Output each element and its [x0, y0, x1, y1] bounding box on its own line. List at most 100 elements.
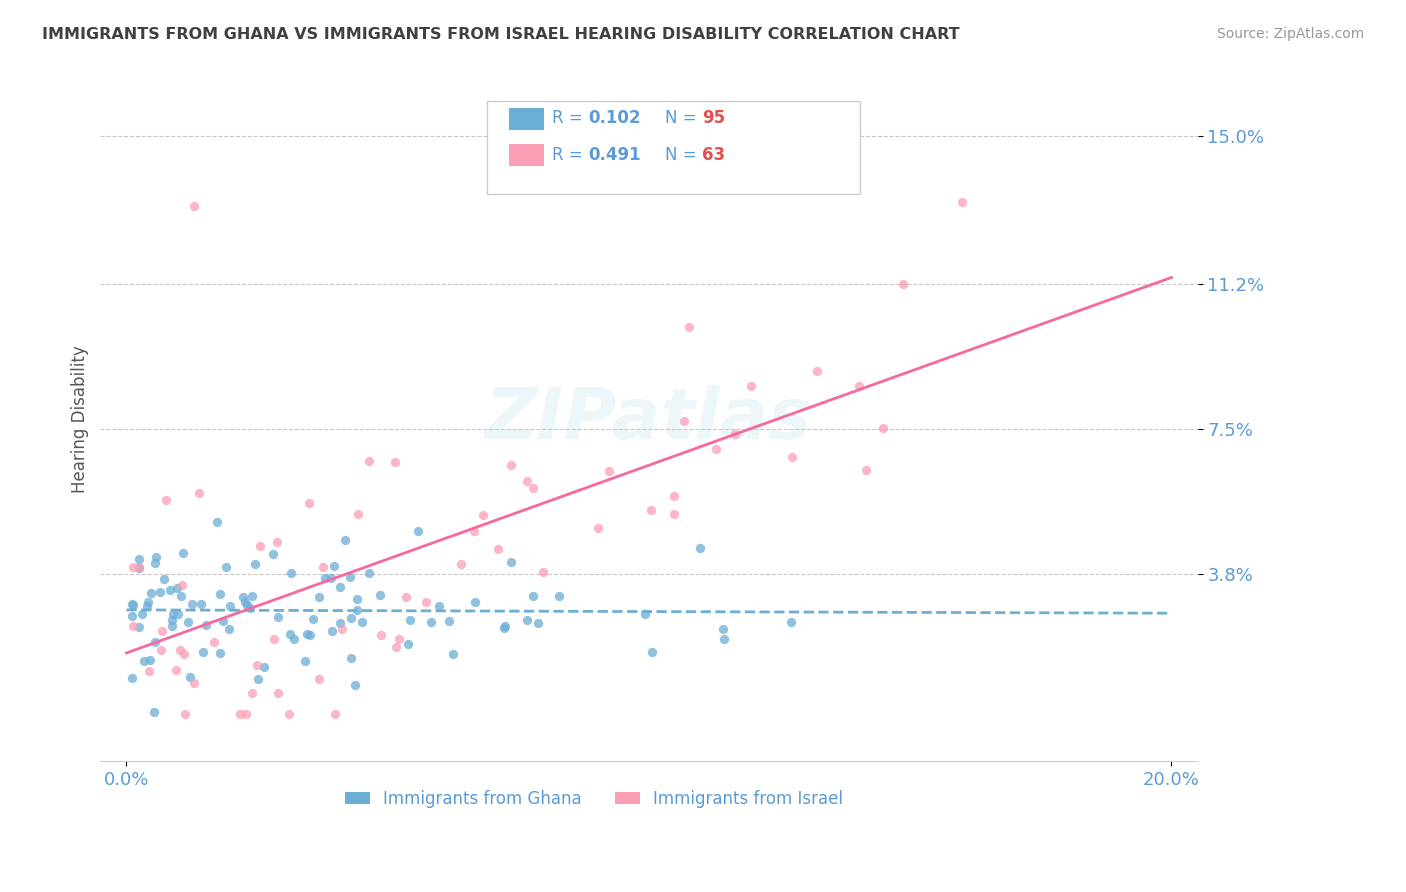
Point — [437, 614, 460, 628]
Point — [516, 474, 538, 488]
Point — [183, 676, 205, 690]
Point — [283, 632, 305, 647]
Point — [267, 686, 290, 700]
Point — [136, 595, 159, 609]
Point — [298, 628, 321, 642]
Point — [780, 615, 803, 630]
Point — [494, 619, 516, 633]
Point — [385, 640, 408, 654]
Point — [128, 559, 150, 574]
Point — [143, 556, 166, 570]
Point — [806, 364, 828, 378]
Point — [209, 646, 232, 660]
Point — [848, 378, 870, 392]
Point — [522, 481, 544, 495]
Point — [359, 566, 381, 581]
Point — [211, 614, 233, 628]
Point — [176, 615, 198, 629]
Point — [172, 546, 194, 560]
Point — [678, 319, 700, 334]
Point — [672, 414, 695, 428]
Point — [399, 613, 422, 627]
Point — [179, 669, 201, 683]
Point — [388, 632, 411, 646]
Point — [131, 607, 153, 621]
Point — [166, 581, 188, 595]
Point — [266, 609, 288, 624]
Point — [704, 442, 727, 456]
Point — [155, 493, 177, 508]
Point — [149, 585, 172, 599]
Point — [139, 653, 162, 667]
Point — [294, 654, 316, 668]
Point — [420, 615, 443, 629]
Point — [235, 707, 257, 722]
Point — [319, 571, 342, 585]
Point — [406, 524, 429, 538]
Point — [142, 706, 165, 720]
Point — [191, 645, 214, 659]
Point — [662, 507, 685, 521]
Text: IMMIGRANTS FROM GHANA VS IMMIGRANTS FROM ISRAEL HEARING DISABILITY CORRELATION C: IMMIGRANTS FROM GHANA VS IMMIGRANTS FROM… — [42, 27, 960, 42]
Point — [162, 607, 184, 622]
Legend: Immigrants from Ghana, Immigrants from Israel: Immigrants from Ghana, Immigrants from I… — [337, 783, 851, 814]
Point — [298, 495, 321, 509]
Point — [277, 707, 299, 722]
Point — [415, 595, 437, 609]
Point — [166, 663, 188, 677]
Point — [235, 599, 257, 613]
Point — [246, 672, 269, 686]
Text: N =: N = — [665, 110, 703, 128]
Point — [128, 551, 150, 566]
FancyBboxPatch shape — [509, 108, 544, 130]
Point — [132, 654, 155, 668]
Point — [190, 597, 212, 611]
Point — [713, 632, 735, 646]
Point — [346, 591, 368, 606]
Point — [145, 550, 167, 565]
Point — [280, 566, 302, 581]
Point — [233, 595, 256, 609]
Text: Source: ZipAtlas.com: Source: ZipAtlas.com — [1216, 27, 1364, 41]
Point — [689, 541, 711, 555]
Point — [195, 618, 218, 632]
Point — [262, 548, 284, 562]
Point — [314, 570, 336, 584]
Point — [782, 450, 804, 464]
Text: 95: 95 — [702, 110, 724, 128]
Text: R =: R = — [553, 145, 589, 164]
Point — [122, 619, 145, 633]
Point — [128, 620, 150, 634]
Point — [152, 624, 174, 639]
Y-axis label: Hearing Disability: Hearing Disability — [72, 345, 89, 493]
Point — [266, 535, 288, 549]
Text: N =: N = — [665, 145, 703, 164]
Point — [370, 628, 392, 642]
Point — [173, 647, 195, 661]
Text: 0.102: 0.102 — [589, 110, 641, 128]
Point — [173, 707, 195, 722]
Point — [321, 624, 343, 639]
Point — [162, 613, 184, 627]
Point — [711, 622, 734, 636]
Point — [150, 643, 173, 657]
Point — [471, 508, 494, 522]
FancyBboxPatch shape — [486, 102, 859, 194]
Point — [598, 464, 620, 478]
Point — [343, 678, 366, 692]
Point — [450, 558, 472, 572]
Point — [516, 613, 538, 627]
Point — [278, 626, 301, 640]
Point — [339, 570, 361, 584]
Point — [952, 195, 974, 210]
Point — [634, 607, 657, 621]
Point — [209, 587, 232, 601]
Point — [586, 521, 609, 535]
Point — [239, 601, 262, 615]
Point — [188, 486, 211, 500]
Point — [329, 616, 352, 631]
Point — [340, 650, 363, 665]
Point — [527, 615, 550, 630]
Point — [384, 455, 406, 469]
Point — [218, 623, 240, 637]
